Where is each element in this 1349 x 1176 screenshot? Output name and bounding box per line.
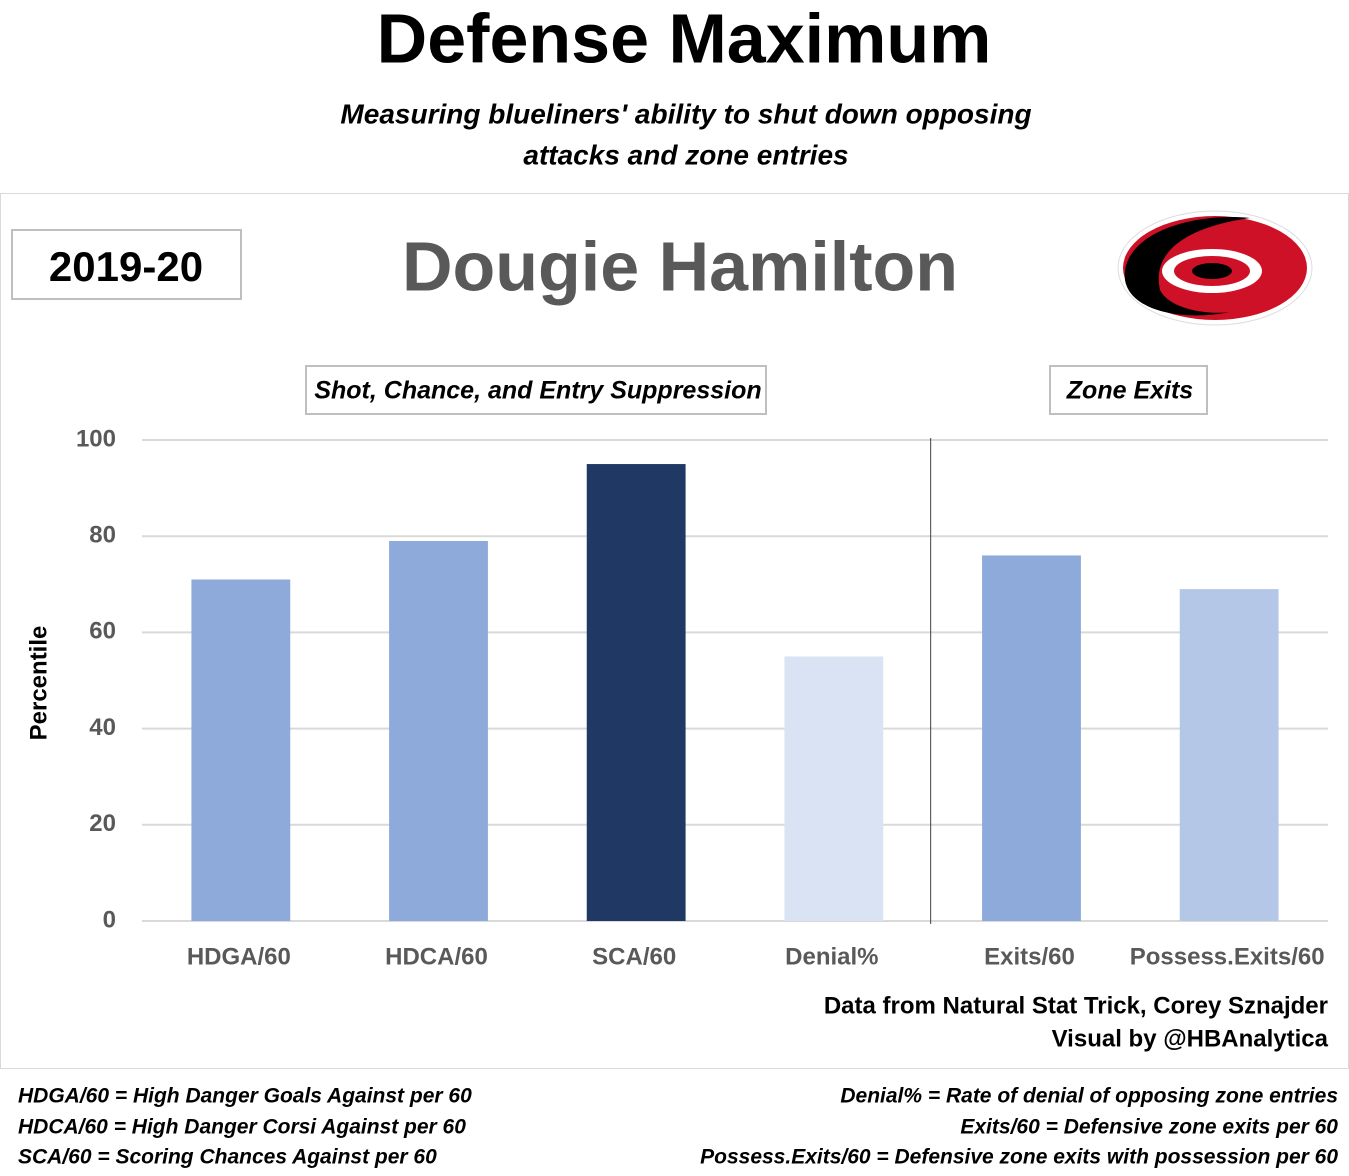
note: Possess.Exits/60 = Defensive zone exits … (700, 1146, 1338, 1169)
group-box (305, 365, 767, 415)
bar (389, 541, 488, 921)
source: Data from Natural Stat Trick, Corey Szna… (824, 992, 1328, 1019)
source: Visual by @HBAnalytica (1052, 1025, 1329, 1052)
note: SCA/60 = Scoring Chances Against per 60 (18, 1146, 437, 1169)
subtitle: attacks and zone entries (523, 139, 848, 170)
note: HDCA/60 = High Danger Corsi Against per … (18, 1116, 466, 1139)
note: Denial% = Rate of denial of opposing zon… (840, 1085, 1338, 1108)
note: HDGA/60 = High Danger Goals Against per … (18, 1085, 472, 1108)
x-tick-label: Possess.Exits/60 (1130, 943, 1325, 970)
group-label: Shot, Chance, and Entry Suppression (314, 377, 761, 405)
x-tick-label: Denial% (785, 943, 878, 970)
y-tick-label: 100 (76, 425, 116, 452)
x-tick-label: Exits/60 (984, 943, 1075, 970)
group-box (1049, 365, 1208, 415)
y-tick-label: 60 (89, 618, 116, 645)
x-tick-label: HDCA/60 (385, 943, 488, 970)
bar (982, 555, 1081, 921)
subtitle: Measuring blueliners' ability to shut do… (340, 98, 1031, 129)
season-box (11, 229, 242, 300)
y-tick-label: 0 (103, 906, 116, 933)
y-tick-label: 40 (89, 714, 116, 741)
chart-title: Defense Maximum (377, 0, 992, 77)
x-tick-label: HDGA/60 (187, 943, 291, 970)
bar (191, 579, 291, 921)
y-tick-label: 20 (89, 810, 116, 837)
y-tick-label: 80 (89, 522, 116, 549)
bar (784, 656, 884, 921)
y-axis-label: Percentile (25, 626, 52, 741)
team-logo (1117, 210, 1313, 326)
season: 2019-20 (49, 243, 203, 290)
bar (586, 464, 686, 921)
bar (1179, 589, 1279, 921)
x-tick-label: SCA/60 (592, 943, 676, 970)
group-label: Zone Exits (1066, 377, 1194, 405)
note: Exits/60 = Defensive zone exits per 60 (960, 1116, 1338, 1139)
player-name: Dougie Hamilton (402, 227, 958, 305)
